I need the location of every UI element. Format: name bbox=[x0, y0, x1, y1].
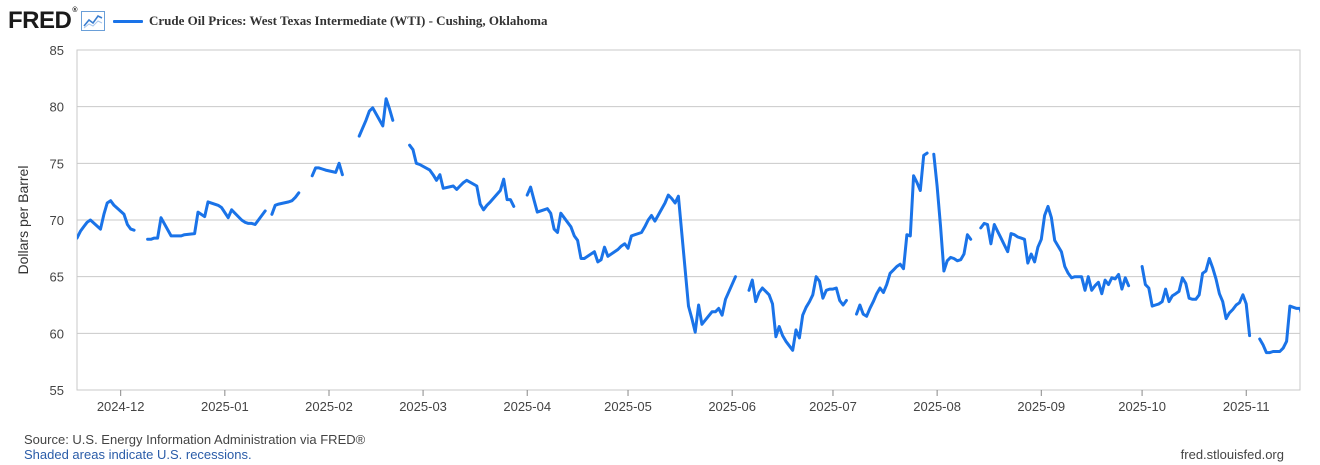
series-line-segment[interactable] bbox=[747, 275, 848, 352]
y-tick-label: 85 bbox=[50, 43, 64, 58]
x-tick-label: 2025-06 bbox=[708, 399, 756, 414]
source-note: Source: U.S. Energy Information Administ… bbox=[24, 432, 366, 447]
series-line-segment[interactable] bbox=[525, 185, 737, 334]
chart-line-icon bbox=[81, 11, 106, 31]
fred-url[interactable]: fred.stlouisfed.org bbox=[1180, 447, 1284, 462]
x-tick-label: 2025-02 bbox=[305, 399, 353, 414]
series-line-segment[interactable] bbox=[270, 191, 301, 216]
fred-logo-text: FRED bbox=[8, 7, 72, 34]
x-tick-label: 2025-01 bbox=[201, 399, 249, 414]
series-line-segment[interactable] bbox=[1140, 257, 1252, 338]
x-tick-label: 2025-08 bbox=[913, 399, 961, 414]
x-tick-label: 2024-12 bbox=[97, 399, 145, 414]
recession-note[interactable]: Shaded areas indicate U.S. recessions. bbox=[24, 447, 252, 462]
x-tick-label: 2025-10 bbox=[1118, 399, 1166, 414]
grid-lines bbox=[77, 106, 1300, 334]
y-axis: 55 60 65 70 75 80 85 bbox=[50, 43, 64, 398]
x-tick-label: 2025-03 bbox=[399, 399, 447, 414]
x-tick-label: 2025-07 bbox=[809, 399, 857, 414]
series-line-segment[interactable] bbox=[932, 152, 973, 273]
fred-logo[interactable]: FRED® bbox=[8, 7, 77, 35]
series-lines bbox=[77, 97, 1320, 355]
y-axis-label: Dollars per Barrel bbox=[15, 166, 31, 275]
registered-mark: ® bbox=[72, 7, 78, 14]
x-axis: 2024-12 2025-01 2025-02 2025-03 2025-04 2025-… bbox=[97, 390, 1270, 414]
series-line-segment[interactable] bbox=[979, 204, 1131, 296]
series-line-segment[interactable] bbox=[1258, 304, 1320, 355]
series-line-segment[interactable] bbox=[310, 161, 344, 178]
legend-series-title[interactable]: Crude Oil Prices: West Texas Intermediat… bbox=[149, 13, 548, 28]
x-tick-label: 2025-05 bbox=[604, 399, 652, 414]
series-line-segment[interactable] bbox=[408, 143, 516, 212]
chart-header: FRED® Crude Oil Prices: West Texas Inter… bbox=[8, 6, 547, 36]
y-tick-label: 55 bbox=[50, 383, 64, 398]
series-line-segment[interactable] bbox=[77, 199, 136, 240]
x-tick-label: 2025-11 bbox=[1223, 399, 1270, 414]
x-tick-label: 2025-09 bbox=[1017, 399, 1065, 414]
y-tick-label: 60 bbox=[50, 326, 64, 341]
y-tick-label: 70 bbox=[50, 213, 64, 228]
y-tick-label: 80 bbox=[50, 100, 64, 115]
legend-swatch bbox=[113, 19, 144, 23]
series-line-segment[interactable] bbox=[146, 200, 267, 241]
x-tick-label: 2025-04 bbox=[503, 399, 551, 414]
series-line-segment[interactable] bbox=[855, 151, 929, 318]
series-line-segment[interactable] bbox=[357, 97, 395, 138]
y-tick-label: 65 bbox=[50, 270, 64, 285]
y-tick-label: 75 bbox=[50, 156, 64, 171]
